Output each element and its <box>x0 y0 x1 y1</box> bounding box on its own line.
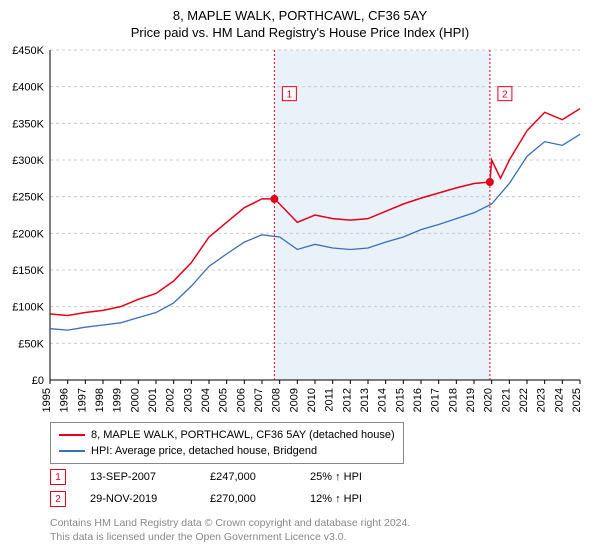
legend-swatch-hpi <box>59 450 85 452</box>
svg-text:1996: 1996 <box>59 388 71 412</box>
sale-marker-box-2: 2 <box>50 491 66 507</box>
sale-price-2: £270,000 <box>210 493 310 505</box>
svg-text:2025: 2025 <box>571 388 583 412</box>
sale-date-1: 13-SEP-2007 <box>90 471 210 483</box>
legend-swatch-property <box>59 434 85 436</box>
svg-text:2003: 2003 <box>182 388 194 412</box>
sales-row-2: 2 29-NOV-2019 £270,000 12% ↑ HPI <box>50 488 410 510</box>
legend-row-property: 8, MAPLE WALK, PORTHCAWL, CF36 5AY (deta… <box>59 427 395 443</box>
svg-text:£250K: £250K <box>12 192 44 204</box>
sale-date-2: 29-NOV-2019 <box>90 493 210 505</box>
svg-text:2018: 2018 <box>447 388 459 412</box>
sale-delta-2: 12% ↑ HPI <box>310 493 410 505</box>
svg-text:£0: £0 <box>32 375 44 387</box>
legend-box: 8, MAPLE WALK, PORTHCAWL, CF36 5AY (deta… <box>50 422 404 464</box>
svg-text:1995: 1995 <box>41 388 53 412</box>
svg-text:2: 2 <box>502 90 508 101</box>
svg-text:2014: 2014 <box>377 388 389 412</box>
chart-container: 8, MAPLE WALK, PORTHCAWL, CF36 5AY Price… <box>0 0 600 560</box>
title-address: 8, MAPLE WALK, PORTHCAWL, CF36 5AY <box>0 8 600 23</box>
sale-marker-2: 2 <box>55 494 61 505</box>
footer: Contains HM Land Registry data © Crown c… <box>50 516 410 544</box>
svg-text:2006: 2006 <box>235 388 247 412</box>
sales-table: 1 13-SEP-2007 £247,000 25% ↑ HPI 2 29-NO… <box>50 466 410 510</box>
svg-text:2007: 2007 <box>253 388 265 412</box>
svg-text:2023: 2023 <box>536 388 548 412</box>
svg-text:£200K: £200K <box>12 228 44 240</box>
svg-text:2002: 2002 <box>165 388 177 412</box>
chart-svg: £0£50K£100K£150K£200K£250K£300K£350K£400… <box>50 50 580 420</box>
svg-text:2001: 2001 <box>147 388 159 412</box>
svg-text:£150K: £150K <box>12 265 44 277</box>
svg-text:2024: 2024 <box>553 388 565 412</box>
svg-text:2011: 2011 <box>324 388 336 412</box>
svg-text:2017: 2017 <box>430 388 442 412</box>
svg-text:£50K: £50K <box>18 338 44 350</box>
sale-delta-1: 25% ↑ HPI <box>310 471 410 483</box>
sale-marker-box-1: 1 <box>50 469 66 485</box>
svg-text:1997: 1997 <box>76 388 88 412</box>
svg-text:2009: 2009 <box>288 388 300 412</box>
svg-text:2000: 2000 <box>129 388 141 412</box>
svg-text:2013: 2013 <box>359 388 371 412</box>
title-block: 8, MAPLE WALK, PORTHCAWL, CF36 5AY Price… <box>0 0 600 40</box>
svg-text:£450K: £450K <box>12 45 44 57</box>
svg-text:2021: 2021 <box>500 388 512 412</box>
svg-text:2005: 2005 <box>218 388 230 412</box>
svg-text:2016: 2016 <box>412 388 424 412</box>
sale-price-1: £247,000 <box>210 471 310 483</box>
svg-text:2004: 2004 <box>200 388 212 412</box>
sales-row-1: 1 13-SEP-2007 £247,000 25% ↑ HPI <box>50 466 410 488</box>
footer-line2: This data is licensed under the Open Gov… <box>50 530 410 544</box>
legend-label-hpi: HPI: Average price, detached house, Brid… <box>91 445 317 457</box>
footer-line1: Contains HM Land Registry data © Crown c… <box>50 516 410 530</box>
svg-text:2008: 2008 <box>271 388 283 412</box>
svg-text:£100K: £100K <box>12 302 44 314</box>
svg-text:2012: 2012 <box>341 388 353 412</box>
svg-text:£350K: £350K <box>12 118 44 130</box>
svg-text:2015: 2015 <box>394 388 406 412</box>
chart-area: £0£50K£100K£150K£200K£250K£300K£350K£400… <box>50 50 580 380</box>
svg-text:£400K: £400K <box>12 82 44 94</box>
svg-text:1998: 1998 <box>94 388 106 412</box>
svg-text:2010: 2010 <box>306 388 318 412</box>
svg-text:£300K: £300K <box>12 155 44 167</box>
svg-text:1999: 1999 <box>112 388 124 412</box>
svg-text:1: 1 <box>287 90 293 101</box>
sale-marker-1: 1 <box>55 472 61 483</box>
title-subtitle: Price paid vs. HM Land Registry's House … <box>0 25 600 40</box>
svg-text:2019: 2019 <box>465 388 477 412</box>
svg-text:2022: 2022 <box>518 388 530 412</box>
legend-row-hpi: HPI: Average price, detached house, Brid… <box>59 443 395 459</box>
legend-label-property: 8, MAPLE WALK, PORTHCAWL, CF36 5AY (deta… <box>91 429 395 441</box>
svg-text:2020: 2020 <box>483 388 495 412</box>
